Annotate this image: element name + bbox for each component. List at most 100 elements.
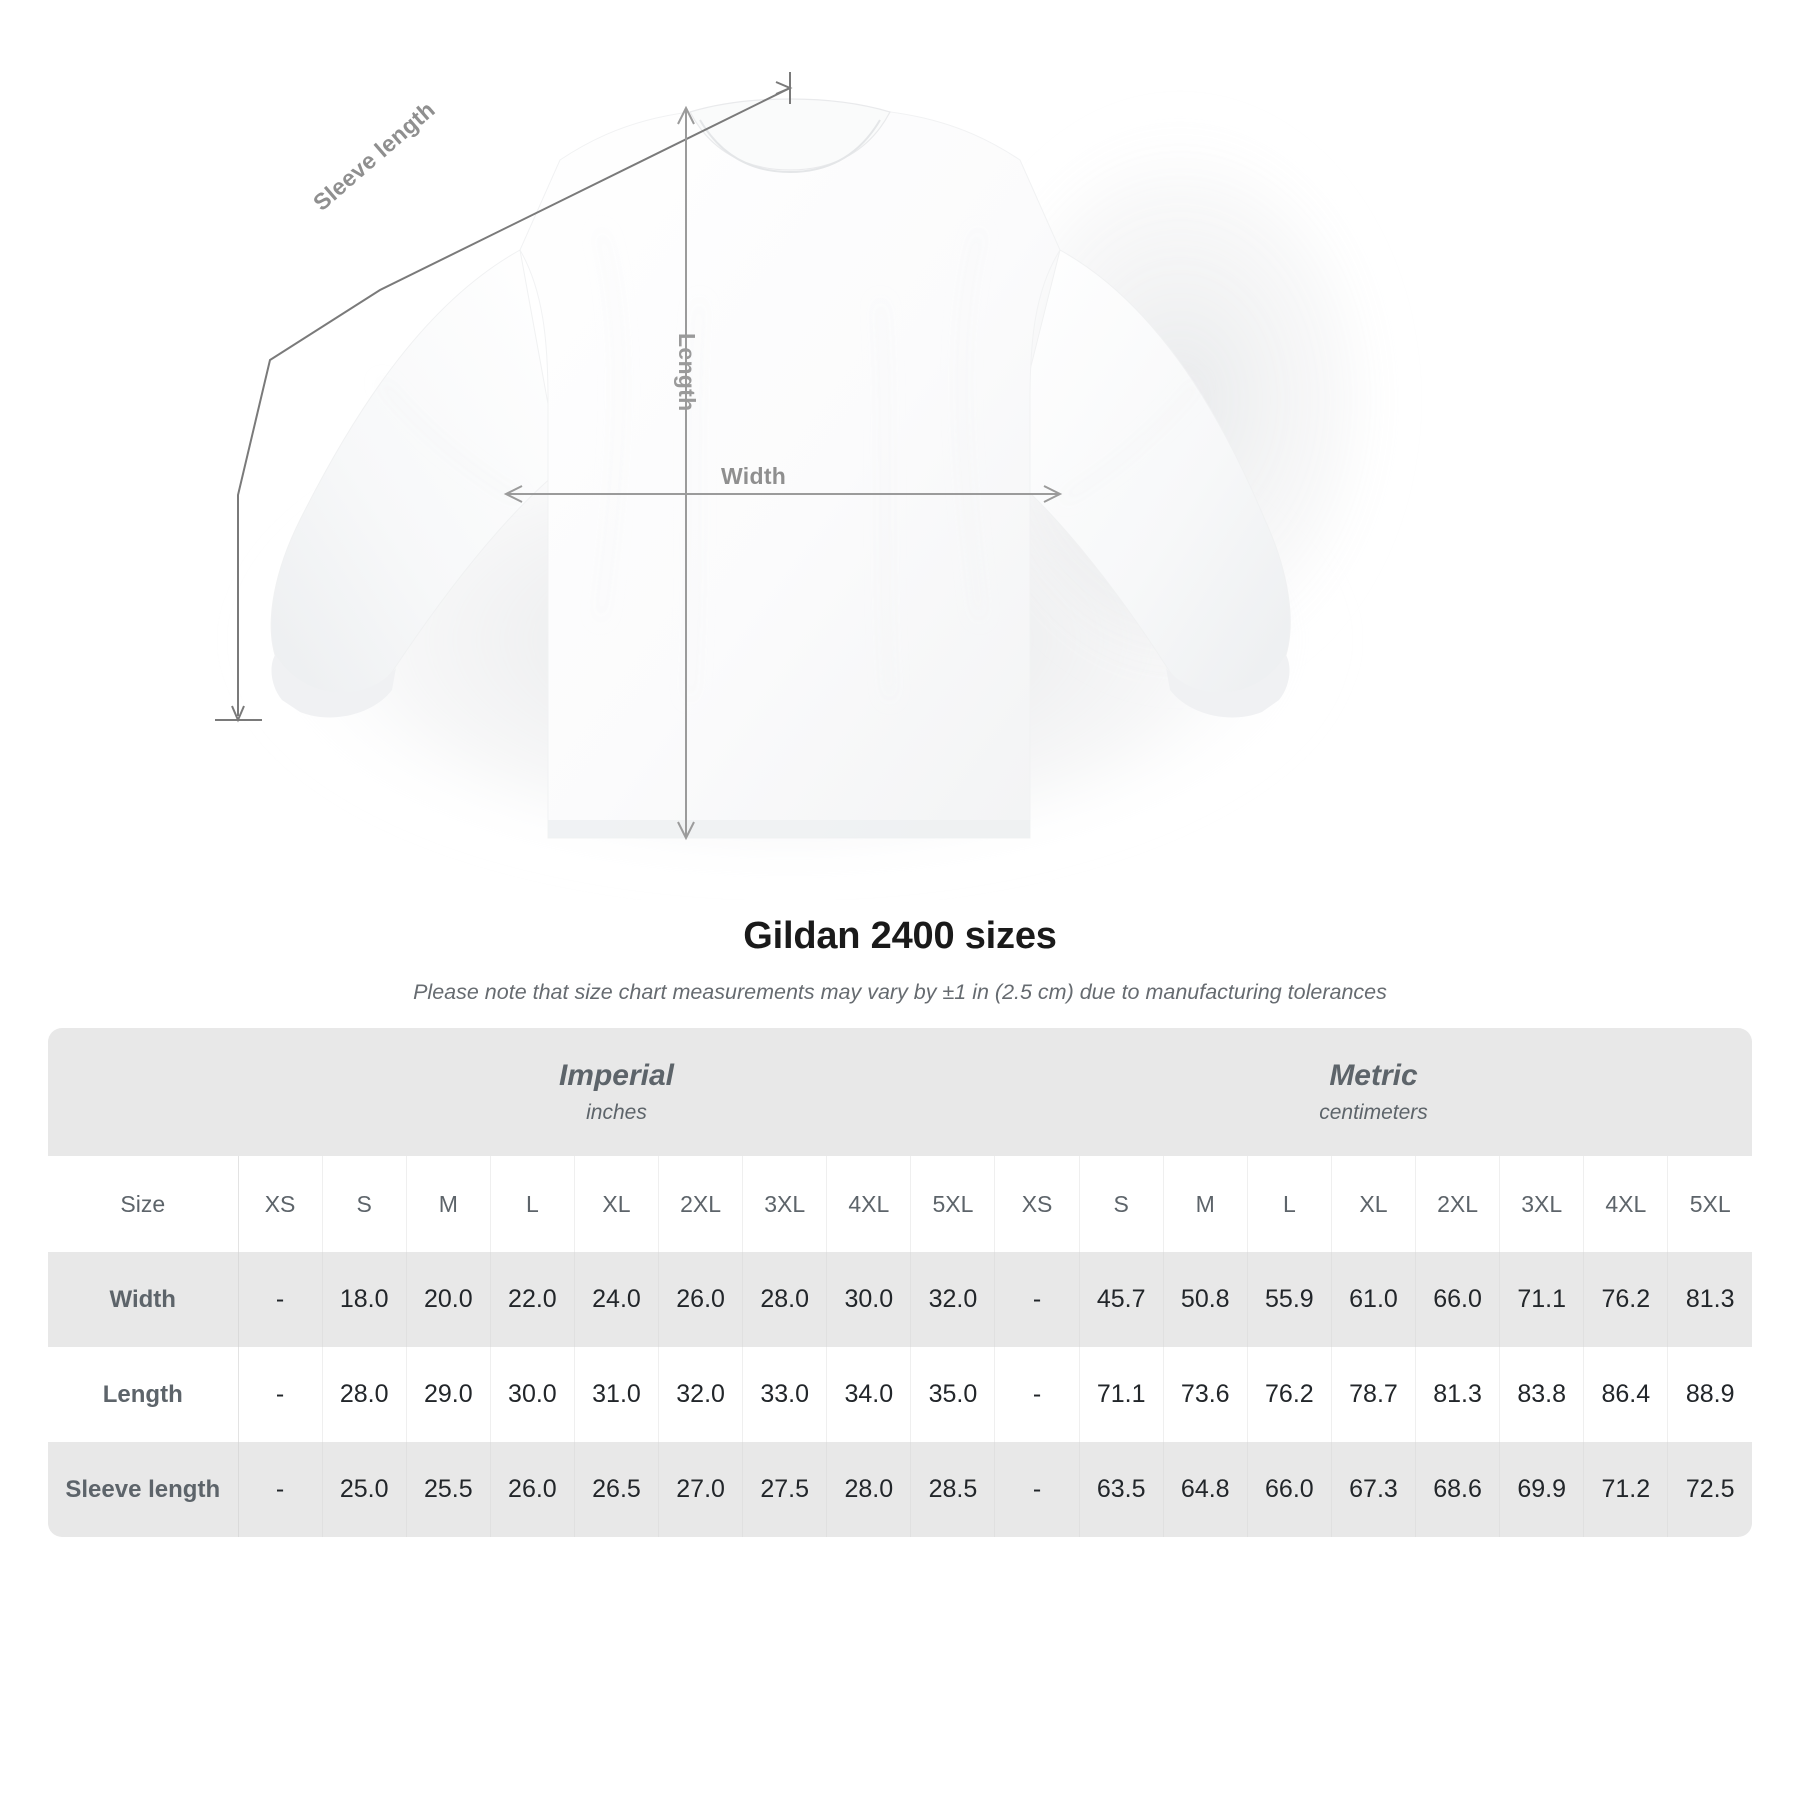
cell-width-metric-3xl: 71.1	[1499, 1252, 1585, 1347]
size-header-row: Size XS S M L XL 2XL 3XL 4XL 5XL XS S M L XL 2XL 3XL 4XL 5…	[48, 1156, 1752, 1252]
cell-length-metric-2xl: 81.3	[1415, 1347, 1501, 1442]
cell-length-metric-l: 76.2	[1247, 1347, 1332, 1442]
cell-length-imperial-xl: 31.0	[574, 1347, 660, 1442]
cell-width-imperial-m: 20.0	[406, 1252, 491, 1347]
cell-length-metric-xl: 78.7	[1331, 1347, 1417, 1442]
size-header-imperial-5xl: 5XL	[910, 1156, 996, 1252]
cell-length-metric-4xl: 86.4	[1583, 1347, 1669, 1442]
cell-sleeve-length-imperial-3xl: 27.5	[742, 1442, 828, 1537]
row-label-width: Width	[48, 1252, 239, 1347]
cell-width-metric-4xl: 76.2	[1583, 1252, 1669, 1347]
row-label-length: Length	[48, 1347, 239, 1442]
cell-sleeve-length-imperial-2xl: 27.0	[658, 1442, 744, 1537]
size-header-imperial-4xl: 4XL	[826, 1156, 912, 1252]
table-row: Width -18.0 20.0 22.0 24.0 26.0 28.0 30.0 32.0-4…	[48, 1252, 1752, 1347]
right-sleeve	[1004, 249, 1291, 699]
group-title: Imperial	[558, 1058, 675, 1092]
cell-width-imperial-s: 18.0	[322, 1252, 407, 1347]
cell-sleeve-length-imperial-xl: 26.5	[574, 1442, 660, 1537]
size-header-metric-s: S	[1079, 1156, 1164, 1252]
cell-length-imperial-4xl: 34.0	[826, 1347, 912, 1442]
cell-length-imperial-xs: -	[238, 1347, 323, 1442]
cell-length-imperial-s: 28.0	[322, 1347, 407, 1442]
size-column-label: Size	[48, 1156, 239, 1252]
shirt-illustration: Sleeve length Length Width	[215, 72, 1410, 890]
cell-length-metric-3xl: 83.8	[1499, 1347, 1585, 1442]
group-title: Metric	[1329, 1058, 1418, 1092]
size-header-imperial-m: M	[406, 1156, 491, 1252]
row-label-sleeve-length: Sleeve length	[48, 1442, 239, 1537]
cell-width-imperial-xs: -	[238, 1252, 323, 1347]
right-cuff	[1166, 655, 1290, 718]
size-header-imperial-3xl: 3XL	[742, 1156, 828, 1252]
title-block: Gildan 2400 sizes Please note that size …	[0, 915, 1800, 1005]
cell-width-imperial-2xl: 26.0	[658, 1252, 744, 1347]
left-sleeve	[270, 249, 561, 699]
cell-sleeve-length-imperial-xs: -	[238, 1442, 323, 1537]
table-row: Length -28.0 29.0 30.0 31.0 32.0 33.0 34.0 35.0-…	[48, 1347, 1752, 1442]
cell-sleeve-length-metric-2xl: 68.6	[1415, 1442, 1501, 1537]
size-header-metric-5xl: 5XL	[1667, 1156, 1752, 1252]
group-header-row: Imperial inches Metric centimeters	[48, 1028, 1752, 1156]
cell-width-metric-2xl: 66.0	[1415, 1252, 1501, 1347]
sleeve-length-guide	[215, 72, 793, 723]
size-header-metric-4xl: 4XL	[1583, 1156, 1669, 1252]
cell-sleeve-length-metric-4xl: 71.2	[1583, 1442, 1669, 1537]
cell-sleeve-length-metric-5xl: 72.5	[1667, 1442, 1752, 1537]
tolerance-note: Please note that size chart measurements…	[413, 980, 1387, 1004]
cell-length-imperial-3xl: 33.0	[742, 1347, 828, 1442]
group-unit: inches	[586, 1101, 647, 1125]
cell-sleeve-length-imperial-l: 26.0	[490, 1442, 575, 1537]
collar-rib	[699, 119, 881, 174]
cell-length-metric-m: 73.6	[1163, 1347, 1248, 1442]
cell-length-imperial-5xl: 35.0	[910, 1347, 996, 1442]
width-label: Width	[721, 463, 787, 489]
cell-sleeve-length-imperial-5xl: 28.5	[910, 1442, 996, 1537]
size-table-wrapper: Imperial inches Metric centimeters Size XS S M L…	[48, 1028, 1752, 1537]
cell-sleeve-length-metric-s: 63.5	[1079, 1442, 1164, 1537]
left-cuff	[271, 655, 396, 718]
cell-length-imperial-l: 30.0	[490, 1347, 575, 1442]
cell-sleeve-length-metric-l: 66.0	[1247, 1442, 1332, 1537]
cell-sleeve-length-metric-3xl: 69.9	[1499, 1442, 1585, 1537]
size-header-imperial-xl: XL	[574, 1156, 660, 1252]
size-header-metric-3xl: 3XL	[1499, 1156, 1585, 1252]
width-guide	[503, 485, 1063, 503]
group-header-corner	[48, 1028, 238, 1156]
cell-width-imperial-l: 22.0	[490, 1252, 575, 1347]
size-header-imperial-2xl: 2XL	[658, 1156, 744, 1252]
size-header-metric-xs: XS	[994, 1156, 1080, 1252]
size-header-imperial-xs: XS	[238, 1156, 323, 1252]
cell-width-imperial-4xl: 30.0	[826, 1252, 912, 1347]
cell-sleeve-length-imperial-m: 25.5	[406, 1442, 491, 1537]
table-row: Sleeve length -25.0 25.5 26.0 26.5 27.0 27.5 28…	[48, 1442, 1752, 1537]
cell-length-metric-xs: -	[994, 1347, 1080, 1442]
cell-length-imperial-2xl: 32.0	[658, 1347, 744, 1442]
cell-width-imperial-xl: 24.0	[574, 1252, 660, 1347]
cell-width-metric-xs: -	[994, 1252, 1080, 1347]
length-label: Length	[674, 333, 700, 412]
cell-sleeve-length-imperial-4xl: 28.0	[826, 1442, 912, 1537]
size-header-imperial-l: L	[490, 1156, 575, 1252]
cell-width-imperial-5xl: 32.0	[910, 1252, 996, 1347]
cell-sleeve-length-imperial-s: 25.0	[322, 1442, 407, 1537]
cell-width-metric-xl: 61.0	[1331, 1252, 1417, 1347]
size-header-metric-l: L	[1247, 1156, 1332, 1252]
shirt-graphic	[215, 72, 1410, 890]
cell-length-imperial-m: 29.0	[406, 1347, 491, 1442]
cell-sleeve-length-metric-m: 64.8	[1163, 1442, 1248, 1537]
cell-width-metric-5xl: 81.3	[1667, 1252, 1752, 1347]
cell-width-imperial-3xl: 28.0	[742, 1252, 828, 1347]
fabric-folds	[378, 229, 1202, 701]
size-header-metric-2xl: 2XL	[1415, 1156, 1501, 1252]
group-header-imperial: Imperial inches	[238, 1028, 995, 1156]
group-unit: centimeters	[1319, 1101, 1428, 1125]
size-header-metric-xl: XL	[1331, 1156, 1417, 1252]
cell-sleeve-length-metric-xl: 67.3	[1331, 1442, 1417, 1537]
size-header-imperial-s: S	[322, 1156, 407, 1252]
group-header-metric: Metric centimeters	[994, 1028, 1752, 1156]
cell-sleeve-length-metric-xs: -	[994, 1442, 1080, 1537]
page-title: Gildan 2400 sizes	[743, 915, 1057, 957]
cell-width-metric-l: 55.9	[1247, 1252, 1332, 1347]
